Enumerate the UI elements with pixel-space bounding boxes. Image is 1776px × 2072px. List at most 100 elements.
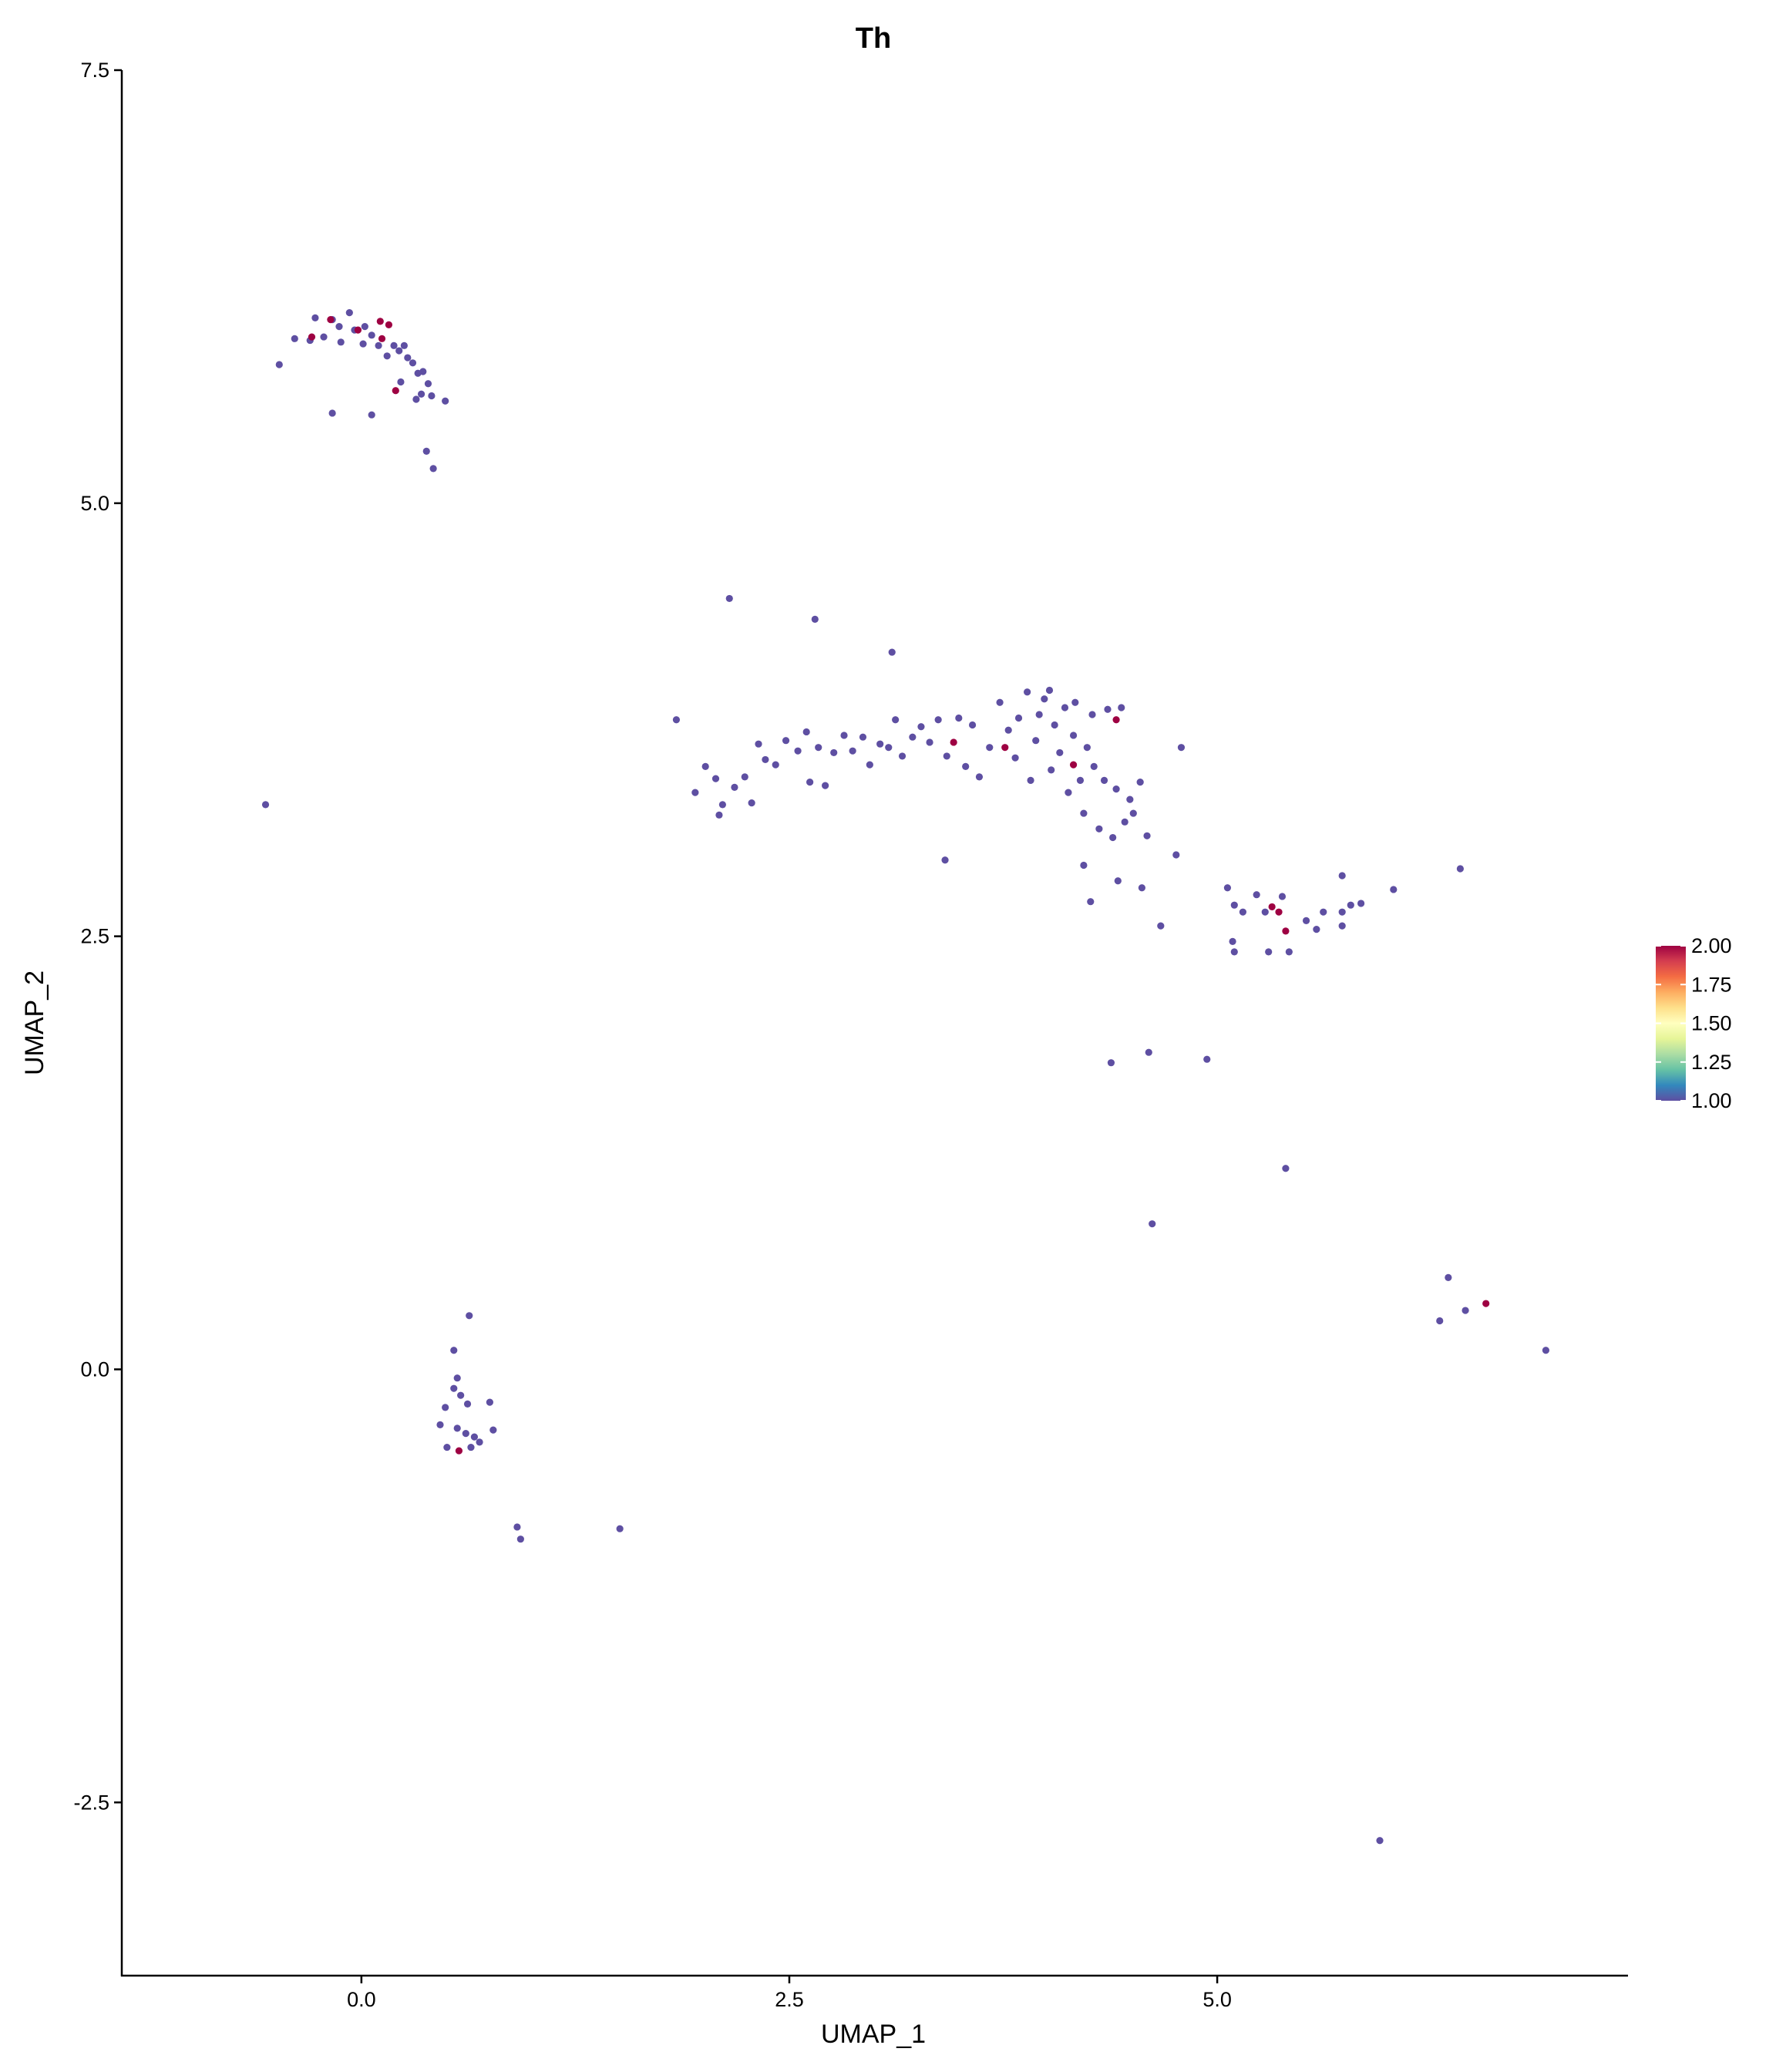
point bbox=[1338, 922, 1346, 930]
point bbox=[917, 723, 925, 731]
point bbox=[467, 1443, 475, 1451]
point bbox=[390, 341, 398, 349]
point bbox=[1076, 776, 1085, 784]
point bbox=[1265, 948, 1273, 956]
point bbox=[1071, 698, 1079, 706]
point bbox=[968, 721, 977, 729]
point bbox=[711, 775, 720, 782]
point bbox=[1203, 1055, 1211, 1063]
y-tick-label: -2.5 bbox=[73, 1791, 109, 1814]
point bbox=[701, 762, 709, 771]
point bbox=[672, 716, 681, 724]
point bbox=[486, 1398, 493, 1406]
point bbox=[457, 1391, 465, 1399]
point bbox=[1100, 776, 1108, 784]
colorbar-tick-label: 1.75 bbox=[1691, 973, 1732, 996]
point bbox=[1313, 926, 1320, 933]
y-axis-title: UMAP_2 bbox=[20, 970, 49, 1075]
point bbox=[741, 773, 748, 781]
point bbox=[1126, 796, 1134, 803]
point bbox=[385, 321, 392, 328]
point bbox=[409, 359, 417, 367]
point bbox=[1069, 732, 1078, 739]
point bbox=[888, 648, 896, 656]
colorbar-tick-label: 1.00 bbox=[1691, 1089, 1732, 1112]
point bbox=[1278, 893, 1287, 900]
point bbox=[996, 698, 1004, 706]
point bbox=[1482, 1300, 1490, 1307]
point bbox=[489, 1426, 497, 1434]
point bbox=[1080, 809, 1088, 817]
point bbox=[442, 397, 449, 405]
point bbox=[1143, 832, 1151, 839]
chart-title: Th bbox=[856, 22, 891, 55]
point bbox=[1230, 901, 1238, 909]
point bbox=[1045, 686, 1054, 695]
point bbox=[1462, 1307, 1469, 1314]
point bbox=[1041, 695, 1048, 703]
point bbox=[1048, 766, 1055, 774]
point bbox=[513, 1523, 521, 1531]
point bbox=[876, 740, 884, 748]
point bbox=[466, 1312, 473, 1320]
point bbox=[926, 738, 933, 746]
point bbox=[1011, 754, 1019, 762]
point bbox=[1275, 908, 1283, 916]
point bbox=[337, 338, 345, 346]
point bbox=[1302, 917, 1310, 925]
point bbox=[345, 309, 353, 317]
point bbox=[308, 333, 316, 341]
point bbox=[375, 341, 382, 349]
point bbox=[859, 733, 867, 741]
point bbox=[1542, 1347, 1550, 1354]
point bbox=[368, 411, 375, 419]
colorbar-tick-label: 1.50 bbox=[1691, 1012, 1732, 1035]
point bbox=[822, 782, 829, 789]
point bbox=[463, 1400, 472, 1408]
point bbox=[802, 728, 810, 736]
point bbox=[1436, 1317, 1444, 1325]
y-tick-label: 7.5 bbox=[80, 59, 109, 82]
point bbox=[715, 811, 723, 819]
point bbox=[866, 761, 873, 769]
point bbox=[1027, 776, 1034, 784]
point bbox=[516, 1536, 524, 1543]
colorbar-tick-label: 1.25 bbox=[1691, 1051, 1732, 1074]
point bbox=[397, 378, 405, 386]
point bbox=[830, 748, 838, 757]
x-tick-label: 5.0 bbox=[1202, 1988, 1232, 2011]
point bbox=[359, 340, 367, 348]
point bbox=[429, 465, 437, 473]
point bbox=[1035, 711, 1043, 718]
point bbox=[691, 789, 699, 796]
point bbox=[1157, 922, 1165, 930]
point bbox=[450, 1347, 458, 1354]
point bbox=[453, 1374, 461, 1382]
point bbox=[898, 752, 906, 760]
point bbox=[1087, 898, 1095, 906]
point bbox=[320, 333, 328, 341]
point bbox=[422, 447, 430, 456]
point bbox=[762, 755, 769, 764]
point bbox=[909, 733, 917, 741]
point bbox=[417, 390, 426, 398]
point bbox=[311, 314, 319, 321]
point bbox=[378, 335, 386, 342]
point bbox=[718, 801, 726, 809]
point bbox=[1223, 884, 1232, 892]
point bbox=[772, 761, 779, 769]
point bbox=[1376, 1837, 1384, 1845]
point bbox=[1118, 704, 1125, 711]
point bbox=[392, 387, 399, 395]
point bbox=[849, 747, 856, 755]
point bbox=[806, 779, 814, 786]
point bbox=[1172, 851, 1180, 859]
point bbox=[453, 1424, 461, 1432]
point bbox=[941, 856, 949, 864]
point bbox=[1065, 789, 1072, 796]
point bbox=[725, 594, 733, 603]
point bbox=[450, 1384, 458, 1392]
point bbox=[1282, 1165, 1290, 1172]
point bbox=[1088, 711, 1096, 718]
point bbox=[424, 380, 432, 388]
